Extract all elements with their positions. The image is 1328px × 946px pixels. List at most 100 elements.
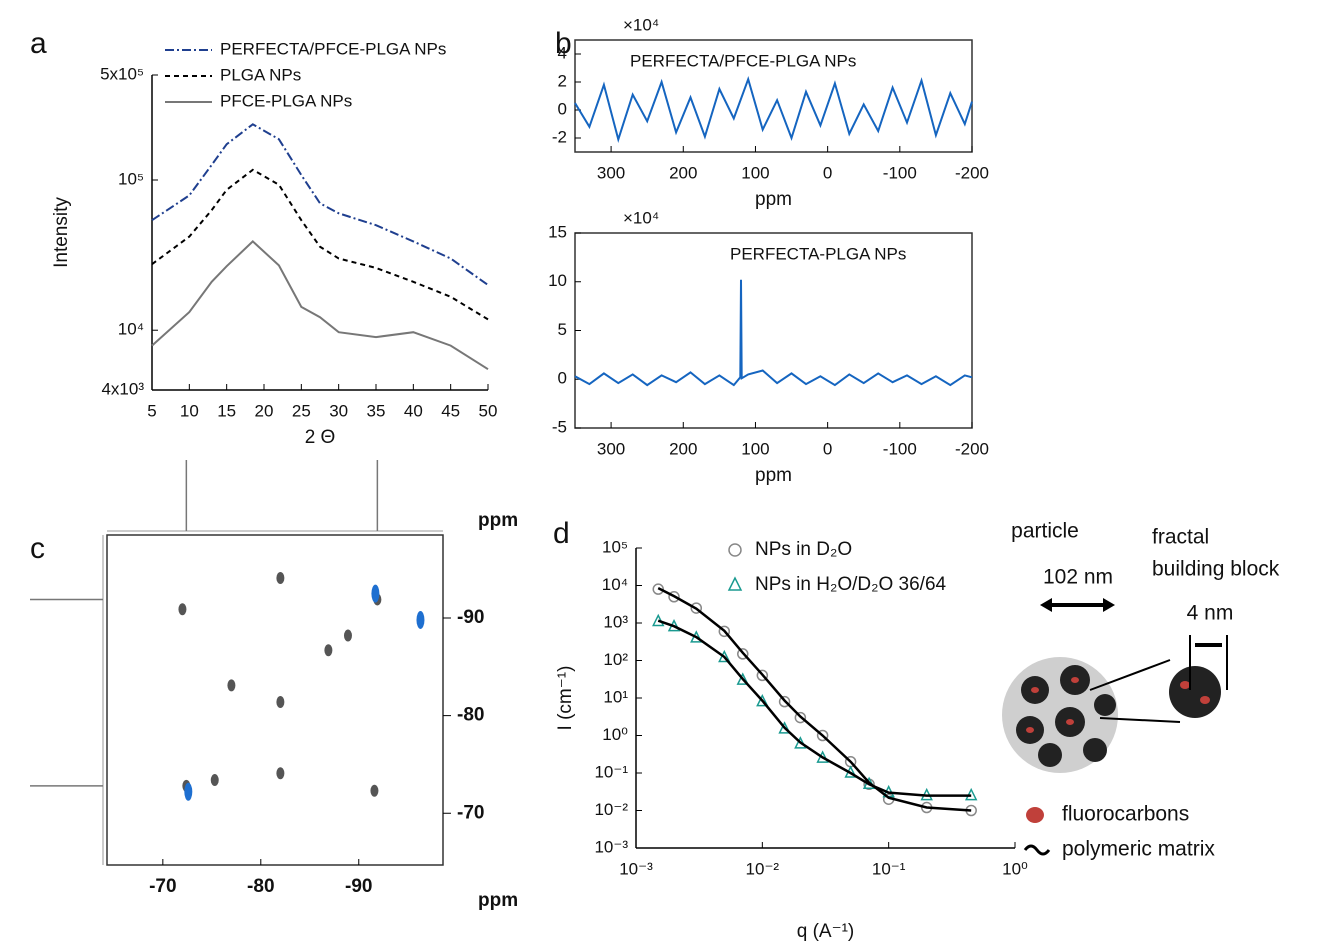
x-tick-label: 25 [292, 401, 311, 420]
x-axis-label: ppm [755, 465, 792, 486]
x-tick-label: 100 [741, 163, 769, 182]
x-tick-label: 50 [479, 401, 498, 420]
point [652, 613, 665, 627]
y-tick-label: 0 [558, 369, 567, 388]
peak [276, 767, 285, 780]
x-tick-label: -100 [883, 163, 917, 182]
y-tick-label: 10⁵ [118, 169, 144, 188]
data-line [574, 75, 973, 143]
y-tick-label: 10³ [603, 612, 628, 631]
x-tick-label: 0 [823, 439, 832, 458]
x-tick-label: 10⁰ [1002, 859, 1028, 878]
x-tick-label: 45 [441, 401, 460, 420]
panel-label: b [555, 27, 572, 60]
data-line [151, 240, 489, 371]
x-tick-label: 10 [180, 401, 199, 420]
data-line [151, 123, 489, 286]
y-tick-label: 5 [558, 320, 567, 339]
pointer [1089, 659, 1171, 691]
y-tick-label: 10 [548, 271, 567, 290]
x-tick-label: 10⁻² [746, 859, 780, 878]
plot-frame [574, 39, 973, 153]
fit-line [657, 619, 972, 797]
panel-label: a [30, 27, 47, 60]
annotation: 102 nm [1043, 566, 1113, 589]
annotation: fractal [1152, 526, 1209, 549]
y-multiplier: ×10⁴ [623, 15, 659, 34]
fluorocarbon-dots [1026, 677, 1210, 733]
x-axis-label: ppm [478, 890, 518, 911]
x-tick-label: 15 [217, 401, 236, 420]
x-tick-label: 20 [255, 401, 274, 420]
x-tick-label: -80 [247, 876, 274, 897]
x-tick-label: -70 [149, 876, 176, 897]
point [778, 721, 791, 734]
x-tick-label: 300 [597, 439, 625, 458]
x-tick-label: 0 [823, 163, 832, 182]
peak [227, 679, 236, 692]
x-tick-label: 30 [329, 401, 348, 420]
arrow-head [1103, 598, 1115, 612]
x-tick-label: 200 [669, 163, 697, 182]
panel-label: d [553, 517, 570, 550]
y-tick-label: 10⁻³ [594, 837, 628, 856]
y-tick-label: 10⁴ [602, 575, 628, 594]
x-axis-label: 2 Θ [305, 427, 336, 448]
point [816, 729, 829, 742]
x-tick-label: 300 [597, 163, 625, 182]
arrow-head [1040, 598, 1052, 612]
x-tick-label: 200 [669, 439, 697, 458]
legend-label: PFCE-PLGA NPs [220, 91, 352, 110]
peak [276, 695, 285, 708]
y-tick-label: 2 [558, 71, 567, 90]
annotation: fluorocarbons [1062, 803, 1189, 826]
y-tick-label: -2 [552, 127, 567, 146]
legend-polymer [1023, 844, 1051, 856]
x-tick-label: 35 [367, 401, 386, 420]
point [778, 695, 791, 708]
x-axis-label: ppm [755, 189, 792, 210]
peak [343, 629, 352, 642]
peak [276, 571, 285, 584]
pointer [1099, 717, 1181, 723]
peak [178, 603, 187, 616]
y-tick-label: 4x10³ [101, 379, 144, 398]
y-tick-label: 15 [548, 222, 567, 241]
point [756, 669, 769, 682]
x-tick-label: -200 [955, 163, 989, 182]
point [690, 602, 703, 614]
y-axis-label: Intensity [51, 197, 72, 268]
annotation: PERFECTA/PFCE-PLGA NPs [630, 51, 856, 70]
data-line [574, 279, 973, 387]
y-axis-label: ppm [478, 510, 518, 531]
y-tick-label: 10⁵ [602, 537, 628, 556]
legend-marker [728, 543, 742, 557]
x-tick-label: -100 [883, 439, 917, 458]
x-tick-label: 10⁻¹ [872, 859, 906, 878]
legend-marker [727, 576, 743, 591]
y-tick-label: -80 [457, 705, 484, 726]
annotation: building block [1152, 558, 1280, 581]
y-tick-label: 4 [558, 43, 567, 62]
x-axis-label: q (A⁻¹) [797, 921, 855, 942]
peak [210, 774, 219, 787]
y-tick-label: 5x10⁵ [100, 64, 144, 83]
x-tick-label: 10⁻³ [619, 859, 653, 878]
peak [184, 782, 193, 801]
y-multiplier: ×10⁴ [623, 208, 659, 227]
x-tick-label: 40 [404, 401, 423, 420]
y-tick-label: 10⁻² [594, 800, 628, 819]
y-tick-label: -90 [457, 607, 484, 628]
data-line [151, 168, 489, 321]
y-tick-label: -70 [457, 802, 484, 823]
annotation: polymeric matrix [1062, 838, 1215, 861]
fit-line [657, 586, 972, 812]
y-tick-label: 10⁻¹ [594, 762, 628, 781]
y-tick-label: -5 [552, 417, 567, 436]
legend-label: PERFECTA/PFCE-PLGA NPs [220, 39, 446, 58]
y-tick-label: 10⁰ [602, 725, 628, 744]
y-axis-label: I (cm⁻¹) [555, 666, 576, 731]
y-tick-label: 10⁴ [118, 320, 144, 339]
